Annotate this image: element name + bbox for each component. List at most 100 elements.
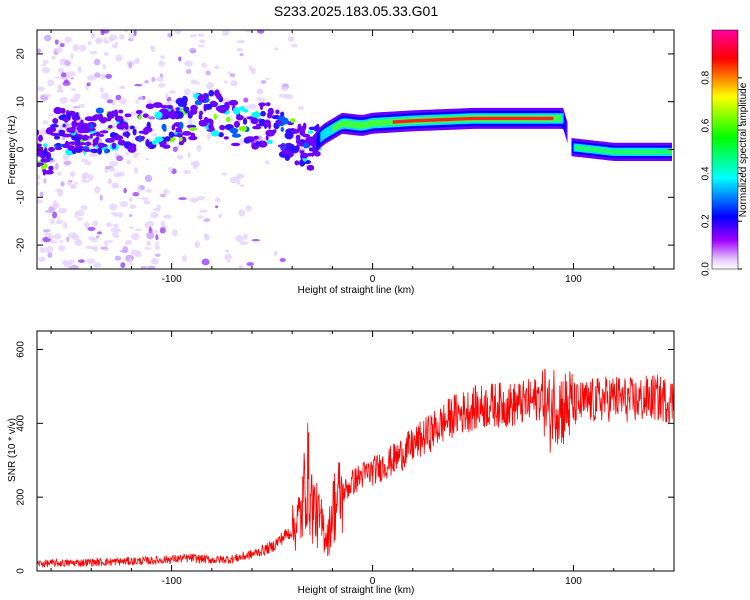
heatmap-noise-blob [87, 74, 96, 81]
heatmap-noise-blob [126, 159, 132, 165]
colorbar-ticks: 0.0 0.2 0.4 0.6 0.8 [701, 70, 742, 276]
heatmap-x-label: Height of straight line (km) [298, 285, 415, 296]
heatmap-ridge-blob [135, 109, 143, 115]
heatmap-noise-blob [103, 36, 108, 44]
heatmap-noise-blob [261, 98, 266, 103]
heatmap-ridge-blob [190, 104, 198, 112]
heatmap-ridge-blob [38, 134, 43, 142]
heatmap-noise-blob [145, 220, 155, 228]
heatmap-ridge-blob [44, 169, 54, 175]
heatmap-ridge-blob [67, 141, 78, 145]
x-tick-label: 0 [370, 576, 376, 587]
heatmap-noise-blob [50, 218, 55, 225]
snr-y-label: SNR (10 * v/v) [7, 418, 18, 482]
heatmap-ridge-blob [218, 132, 224, 138]
heatmap-noise-blob [173, 30, 182, 35]
heatmap-noise-blob [160, 220, 166, 229]
heatmap-noise-blob [81, 158, 89, 163]
heatmap-noise-blob [69, 264, 79, 269]
heatmap-ridge-blob [188, 135, 198, 141]
heatmap-ridge-blob [175, 107, 180, 111]
heatmap-noise-blob [39, 246, 46, 253]
heatmap-ridge-blob [218, 106, 223, 112]
heatmap-noise-blob [290, 43, 298, 48]
heatmap-noise-blob [94, 72, 101, 78]
heatmap-ridge-blob [97, 147, 103, 155]
heatmap-ridge-blob [48, 146, 55, 152]
heatmap-noise-blob [243, 97, 249, 103]
heatmap-noise-blob [204, 232, 208, 240]
heatmap-noise-blob [72, 44, 80, 52]
heatmap-ridge-blob [251, 111, 261, 119]
heatmap-noise-blob [47, 79, 55, 87]
heatmap-noise-blob [62, 222, 68, 229]
heatmap-noise-blob [77, 65, 82, 74]
heatmap-noise-blob [87, 40, 92, 46]
x-tick-label: -100 [162, 274, 182, 285]
heatmap-ridge-blob [235, 114, 244, 121]
heatmap-noise-blob [54, 162, 59, 171]
heatmap-ridge-blob [252, 125, 262, 130]
heatmap-noise-blob [260, 80, 267, 84]
heatmap-noise-blob [105, 222, 112, 228]
heatmap-ridge-blob [230, 142, 241, 147]
heatmap-noise-blob [133, 154, 139, 159]
heatmap-ridge-blob [211, 130, 220, 137]
heatmap-ridge-blob [95, 131, 101, 137]
heatmap-noise-blob [129, 226, 134, 230]
heatmap-ridge-blob [48, 165, 54, 171]
heatmap-noise-blob [129, 204, 137, 209]
heatmap-noise-blob [87, 174, 94, 181]
heatmap-noise-blob [59, 240, 64, 244]
heatmap-noise-blob [145, 188, 152, 193]
heatmap-ridge-blob [50, 132, 60, 137]
heatmap-noise-blob [222, 30, 230, 35]
heatmap-ridge-blob [275, 120, 282, 124]
heatmap-noise-blob [52, 202, 60, 209]
heatmap-noise-blob [227, 71, 231, 74]
heatmap-ridge-blob [95, 107, 104, 114]
heatmap-noise-blob [149, 45, 155, 49]
heatmap-noise-blob [124, 239, 132, 246]
heatmap-ridge-blob [258, 118, 267, 127]
heatmap-ridge-blob [175, 97, 185, 106]
heatmap-ridge-blob [37, 129, 40, 136]
heatmap-ridge-blob [197, 94, 207, 102]
heatmap-noise-blob [257, 96, 263, 102]
heatmap-noise-blob [70, 88, 76, 92]
heatmap-noise-blob [146, 232, 155, 240]
heatmap-ridge-blob [138, 115, 142, 120]
heatmap-noise-blob [64, 36, 73, 43]
heatmap-noise-blob [140, 266, 148, 269]
heatmap-noise-blob [144, 80, 150, 84]
heatmap-noise-blob [78, 103, 86, 108]
y-tick-label: 0 [16, 568, 27, 574]
heatmap-ridge-blob [97, 113, 104, 122]
heatmap-noise-blob [47, 234, 55, 240]
heatmap-ridge-blob [188, 110, 192, 117]
heatmap-ridge-blob [108, 124, 113, 129]
heatmap-ridge-blob [273, 129, 277, 133]
snr-series-line [37, 368, 674, 568]
heatmap-noise-blob [68, 179, 73, 183]
heatmap-ridge-blob [295, 137, 301, 145]
heatmap-noise-blob [154, 253, 161, 257]
heatmap-ridge-blob [299, 139, 305, 144]
heatmap-y-label: Frequency (Hz) [7, 116, 18, 185]
heatmap-noise-blob [55, 47, 63, 53]
heatmap-ridge-blob [267, 139, 273, 144]
heatmap-noise-blob [99, 87, 105, 93]
heatmap-ridge-blob [267, 107, 274, 116]
heatmap-ridge-blob [265, 135, 269, 141]
heatmap-ridge-blob [97, 142, 106, 148]
heatmap-noise-blob [201, 62, 208, 68]
heatmap-noise-blob [274, 47, 279, 51]
heatmap-noise-blob [112, 212, 119, 217]
heatmap-noise-blob [105, 73, 112, 79]
heatmap-ridge-blob [67, 145, 76, 151]
heatmap-noise-blob [38, 256, 46, 262]
heatmap-ridge-blob [253, 135, 260, 140]
heatmap-ridge-blob [219, 124, 226, 131]
heatmap-noise-blob [148, 116, 156, 120]
heatmap-noise-blob [87, 226, 96, 231]
